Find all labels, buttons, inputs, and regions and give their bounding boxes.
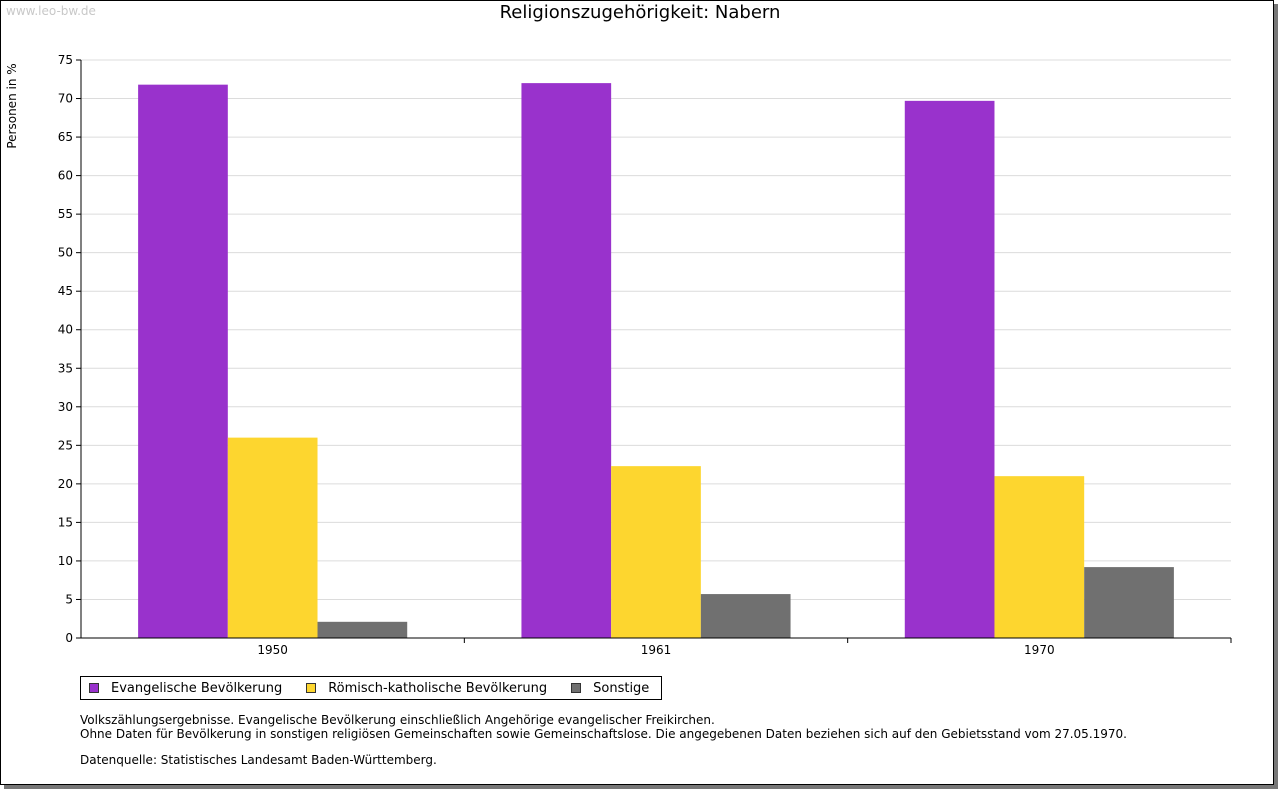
legend-swatch-katholisch — [306, 683, 317, 693]
legend: Evangelische Bevölkerung Römisch-katholi… — [80, 676, 663, 700]
y-tick-label-30: 30 — [58, 400, 73, 414]
footnote-line-1: Volkszählungsergebnisse. Evangelische Be… — [80, 713, 715, 727]
y-tick-label-70: 70 — [58, 92, 73, 106]
bar-sonstige-1950 — [317, 621, 408, 638]
legend-item-sonstige: Sonstige — [571, 681, 649, 696]
bar-evangelisch-1950 — [138, 84, 228, 639]
x-tick-label-1950: 1950 — [257, 643, 288, 657]
x-tick-label-1970: 1970 — [1024, 643, 1055, 657]
bar-katholisch-1950 — [227, 437, 318, 638]
legend-swatch-evangelisch — [89, 683, 99, 693]
chart-title: Religionszugehörigkeit: Nabern — [499, 2, 781, 23]
legend-label-katholisch: Römisch-katholische Bevölkerung — [328, 680, 548, 696]
bar-evangelisch-1961 — [521, 83, 612, 639]
y-tick-label-75: 75 — [58, 53, 73, 67]
x-tick-label-1961: 1961 — [641, 643, 672, 657]
data-source: Datenquelle: Statistisches Landesamt Bad… — [80, 753, 437, 767]
y-tick-label-10: 10 — [58, 554, 73, 568]
y-tick-label-15: 15 — [58, 515, 73, 529]
bars — [138, 83, 1174, 639]
watermark: www.leo-bw.de — [6, 4, 96, 18]
y-tick-label-25: 25 — [58, 438, 73, 452]
y-tick-label-65: 65 — [58, 130, 73, 144]
footnotes: Volkszählungsergebnisse. Evangelische Be… — [80, 713, 1127, 767]
x-tick-labels: 1950 1961 1970 — [257, 643, 1054, 657]
footnote-line-2: Ohne Daten für Bevölkerung in sonstigen … — [80, 727, 1127, 741]
y-axis-label: Personen in % — [5, 63, 19, 148]
legend-label-sonstige: Sonstige — [593, 680, 650, 696]
y-tick-label-40: 40 — [58, 323, 73, 337]
bar-sonstige-1970 — [1084, 567, 1174, 638]
y-tick-label-45: 45 — [58, 284, 73, 298]
bar-katholisch-1970 — [994, 476, 1085, 638]
legend-item-katholisch: Römisch-katholische Bevölkerung — [306, 681, 547, 696]
legend-swatch-sonstige — [571, 683, 582, 693]
axes — [76, 59, 1232, 643]
y-tick-label-35: 35 — [58, 361, 73, 375]
y-tick-labels: 0 5 10 15 20 25 30 35 40 45 50 55 60 65 70 75 — [58, 53, 73, 645]
y-tick-label-0: 0 — [65, 631, 73, 645]
bar-sonstige-1961 — [700, 594, 791, 638]
y-tick-label-55: 55 — [58, 207, 73, 221]
bar-evangelisch-1970 — [904, 100, 995, 638]
y-tick-label-20: 20 — [58, 477, 73, 491]
y-tick-label-60: 60 — [58, 169, 73, 183]
y-tick-label-5: 5 — [65, 592, 73, 606]
y-tick-label-50: 50 — [58, 246, 73, 260]
legend-item-evangelisch: Evangelische Bevölkerung — [89, 681, 282, 696]
legend-label-evangelisch: Evangelische Bevölkerung — [111, 680, 283, 696]
bar-katholisch-1961 — [611, 466, 701, 638]
